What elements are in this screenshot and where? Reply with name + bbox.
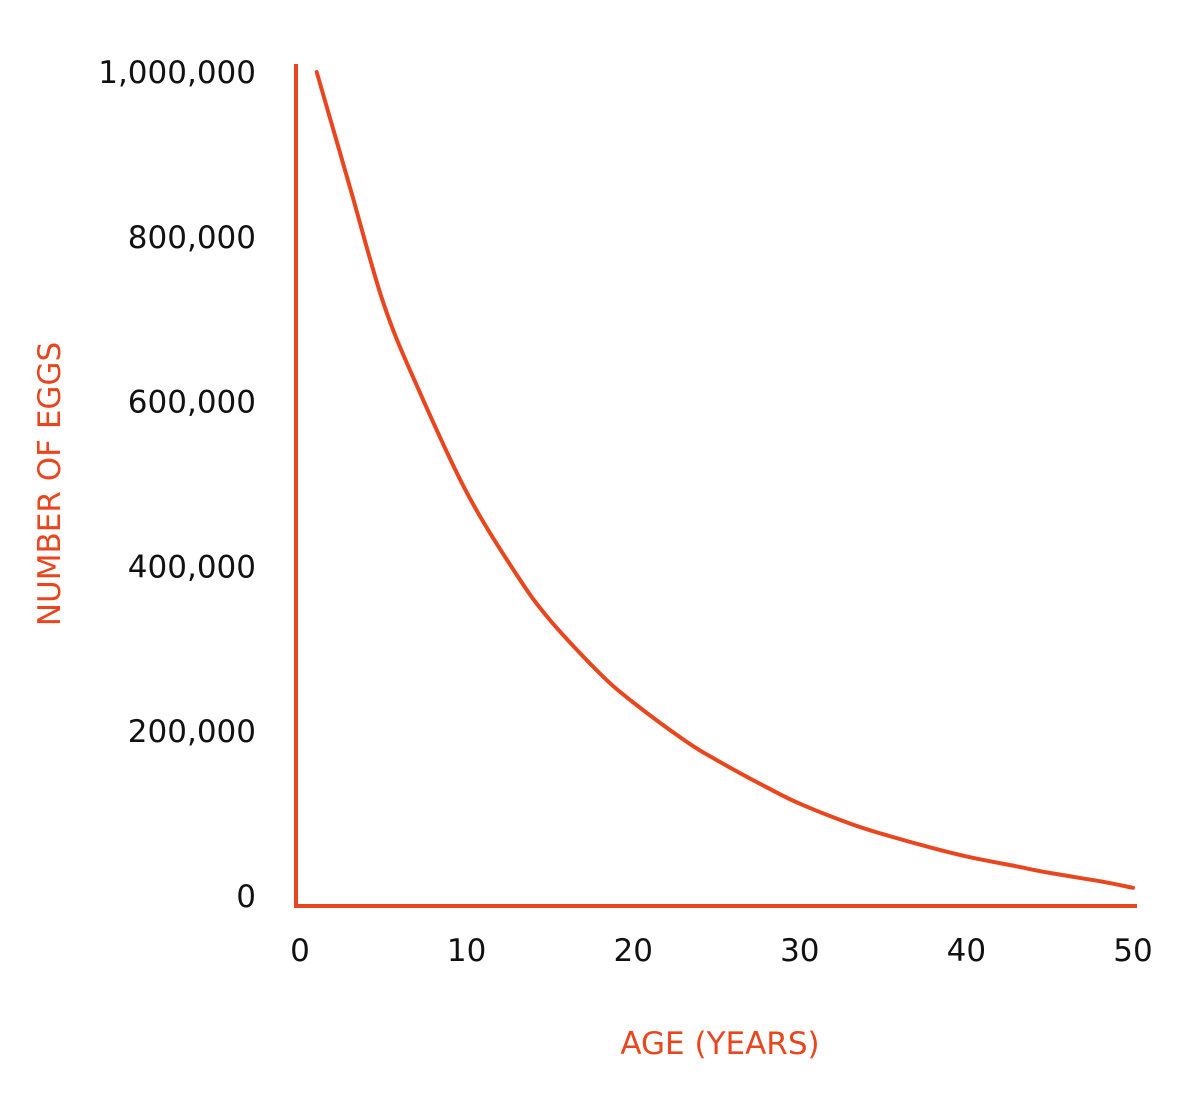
x-tick-label: 20	[613, 933, 652, 969]
y-tick-label: 600,000	[128, 385, 256, 421]
y-tick-label: 0	[236, 879, 256, 915]
y-tick-label: 200,000	[128, 714, 256, 750]
series-line	[314, 70, 1135, 890]
y-axis-title: NUMBER OF EGGS	[32, 342, 68, 626]
y-tick-label: 1,000,000	[98, 55, 256, 91]
x-tick-label: 0	[290, 933, 310, 969]
y-tick-label: 800,000	[128, 220, 256, 256]
x-tick-label: 30	[780, 933, 819, 969]
x-axis-title: AGE (YEARS)	[620, 1026, 819, 1062]
y-tick-label: 400,000	[128, 549, 256, 585]
x-tick-label: 50	[1113, 933, 1152, 969]
y-axis-ticks: 0 200,000 400,000 600,000 800,000 1,000,000	[98, 55, 256, 915]
x-axis-ticks: 0 10 20 30 40 50	[290, 933, 1153, 969]
x-tick-label: 10	[447, 933, 486, 969]
x-tick-label: 40	[947, 933, 986, 969]
